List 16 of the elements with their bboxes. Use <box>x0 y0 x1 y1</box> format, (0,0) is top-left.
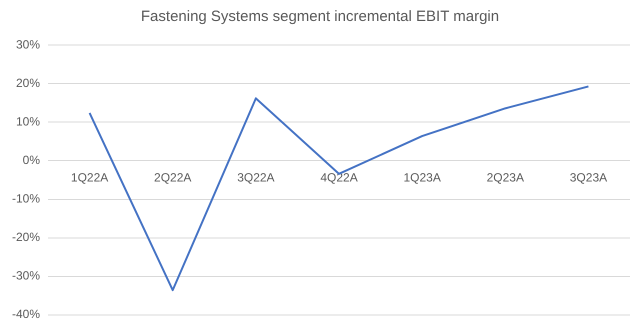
y-tick-label: 0% <box>22 153 40 168</box>
x-tick-label: 3Q22A <box>237 170 275 184</box>
x-tick-label: 2Q23A <box>486 170 524 184</box>
x-tick-label: 2Q22A <box>154 170 192 184</box>
x-tick-label: 4Q22A <box>320 170 358 184</box>
x-tick-label: 1Q22A <box>70 170 108 184</box>
y-tick-label: -30% <box>12 268 40 283</box>
y-tick-label: 30% <box>16 38 40 52</box>
y-tick-label: -10% <box>12 192 40 206</box>
x-tick-label: 3Q23A <box>570 170 608 184</box>
y-tick-label: -20% <box>12 230 40 244</box>
y-tick-label: 10% <box>16 114 40 129</box>
y-tick-label: -40% <box>12 307 40 322</box>
y-tick-label: 20% <box>16 76 40 90</box>
x-tick-label: 1Q23A <box>403 170 441 184</box>
chart-title: Fastening Systems segment incremental EBIT margin <box>140 7 500 27</box>
